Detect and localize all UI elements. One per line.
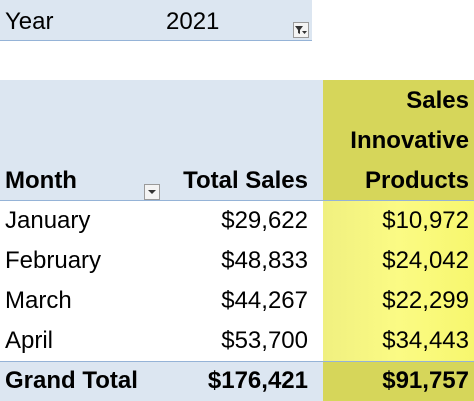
grand-total-label: Grand Total [5, 367, 138, 394]
header-month: Month [5, 167, 77, 194]
innovative-header-highlight [323, 80, 474, 201]
row-total-sales: $53,700 [221, 327, 308, 354]
row-month: March [5, 287, 72, 314]
grand-total-row [0, 361, 323, 401]
highlight-cell [323, 201, 474, 241]
filter-icon[interactable] [293, 22, 309, 38]
filter-value[interactable]: 2021 [166, 8, 220, 35]
pivot-header [0, 80, 323, 201]
highlight-cell [323, 241, 474, 281]
row-total-sales: $48,833 [221, 247, 308, 274]
grand-total-highlight [323, 361, 474, 401]
header-innovative-line2: Innovative [350, 127, 469, 154]
highlight-cell [323, 281, 474, 321]
row-innovative-sales: $22,299 [382, 287, 469, 314]
header-innovative-line1: Sales [406, 87, 469, 114]
row-innovative-sales: $10,972 [382, 207, 469, 234]
row-month: February [5, 247, 102, 274]
report-filter-row [0, 0, 312, 41]
header-total-sales: Total Sales [183, 167, 308, 194]
highlight-cell [323, 321, 474, 361]
dropdown-arrow-icon[interactable] [144, 184, 160, 200]
row-total-sales: $29,622 [221, 207, 308, 234]
grand-total-sales: $176,421 [207, 367, 308, 394]
row-innovative-sales: $24,042 [382, 247, 469, 274]
row-total-sales: $44,267 [221, 287, 308, 314]
row-month: January [5, 207, 91, 234]
header-innovative-line3: Products [364, 167, 469, 194]
grand-total-innovative: $91,757 [382, 367, 469, 394]
filter-label: Year [5, 8, 54, 35]
row-innovative-sales: $34,443 [382, 327, 469, 354]
row-month: April [5, 327, 54, 354]
